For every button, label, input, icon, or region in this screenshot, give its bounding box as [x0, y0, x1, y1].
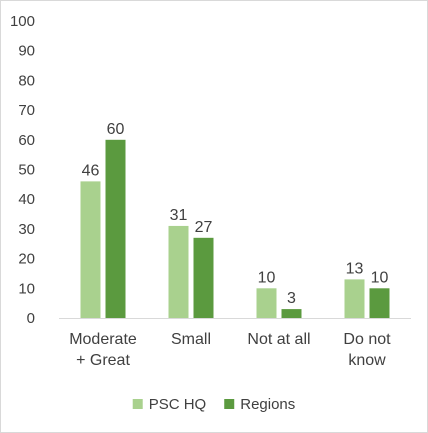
- y-tick-label: 60: [18, 132, 35, 149]
- bar-regions: [369, 288, 390, 318]
- y-tick-label: 100: [10, 13, 35, 30]
- bars: [80, 139, 390, 318]
- category-label: know: [348, 352, 386, 369]
- category-label: + Great: [76, 352, 130, 369]
- y-tick-label: 50: [18, 162, 35, 179]
- bar-regions: [281, 309, 302, 318]
- data-label: 10: [258, 269, 276, 286]
- y-axis-labels: 0 10 20 30 40 50 60 70 80 90 100: [10, 13, 35, 327]
- bar-regions: [105, 139, 126, 318]
- data-label: 10: [371, 269, 389, 286]
- data-label: 31: [170, 207, 188, 224]
- bar-regions: [193, 237, 214, 318]
- legend-swatch: [132, 399, 143, 409]
- legend-swatch: [224, 399, 235, 409]
- y-tick-label: 40: [18, 191, 35, 208]
- category-label: Do not: [343, 331, 391, 348]
- data-label: 3: [287, 290, 296, 307]
- y-tick-label: 80: [18, 72, 35, 89]
- y-tick-label: 10: [18, 280, 35, 297]
- legend-label: PSC HQ: [149, 396, 207, 413]
- category-label: Moderate: [69, 331, 137, 348]
- data-label: 60: [107, 121, 125, 138]
- y-tick-label: 70: [18, 102, 35, 119]
- category-label: Not at all: [247, 331, 310, 348]
- bar-psc-hq: [168, 225, 189, 318]
- bar-psc-hq: [344, 279, 365, 318]
- legend: PSC HQ Regions: [132, 396, 295, 413]
- data-label: 46: [82, 162, 100, 179]
- category-labels: Moderate + Great Small Not at all Do not know: [69, 331, 391, 369]
- y-tick-label: 90: [18, 43, 35, 60]
- y-tick-label: 0: [27, 310, 35, 327]
- y-tick-label: 30: [18, 221, 35, 238]
- bar-psc-hq: [80, 181, 101, 318]
- legend-label: Regions: [240, 396, 295, 413]
- bar-psc-hq: [256, 288, 277, 318]
- data-labels: 46 60 31 27 10 3 13 10: [82, 121, 389, 307]
- y-tick-label: 20: [18, 251, 35, 268]
- data-label: 13: [346, 260, 364, 277]
- category-label: Small: [171, 331, 211, 348]
- data-label: 27: [195, 219, 213, 236]
